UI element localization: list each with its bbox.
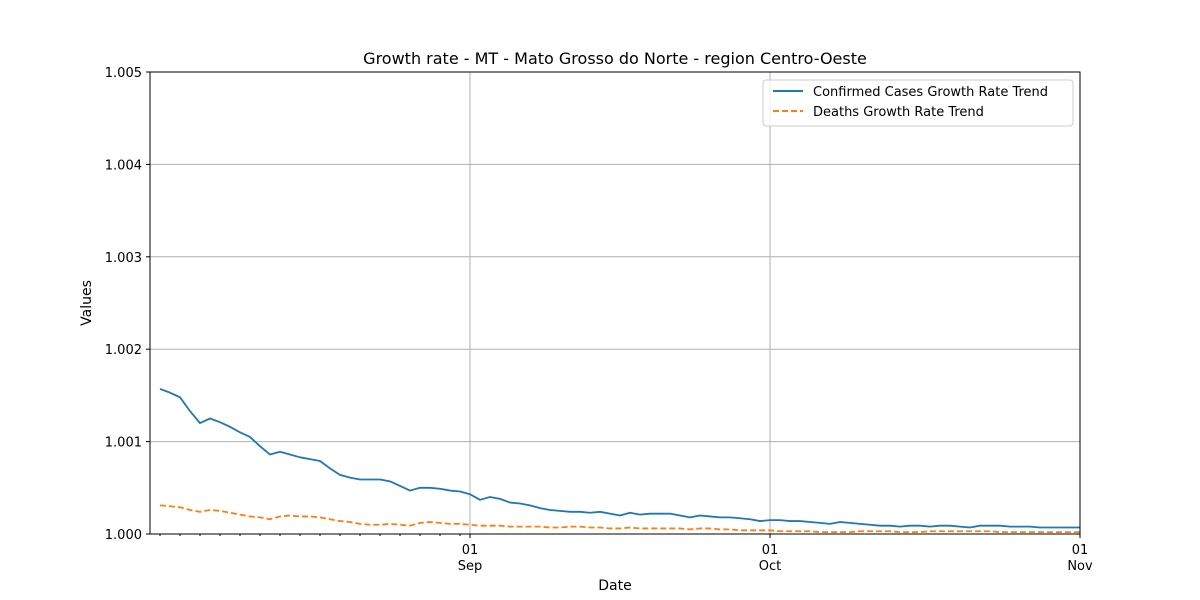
x-tick-label-month: Nov (1067, 559, 1093, 574)
legend-label-deaths: Deaths Growth Rate Trend (813, 105, 984, 120)
y-axis-label: Values (79, 280, 95, 326)
x-axis-label: Date (598, 578, 631, 594)
series-layer (159, 388, 1080, 534)
y-tick-label: 1.004 (105, 158, 142, 173)
series-line-deaths (159, 504, 1080, 534)
x-tick-label-day: 01 (762, 543, 779, 558)
y-axis: 1.000 1.001 1.002 1.003 1.004 1.005 (105, 66, 150, 543)
x-tick-label-month: Sep (458, 559, 483, 574)
legend: Confirmed Cases Growth Rate Trend Deaths… (762, 79, 1074, 127)
y-tick-label: 1.002 (105, 343, 142, 358)
legend-label-confirmed: Confirmed Cases Growth Rate Trend (813, 85, 1048, 100)
plot-frame (149, 71, 1081, 535)
x-tick-label-day: 01 (462, 543, 479, 558)
x-tick-label-day: 01 (1072, 543, 1089, 558)
y-tick-label: 1.001 (105, 436, 142, 451)
y-tick-label: 1.003 (105, 251, 142, 266)
chart-title: Growth rate - MT - Mato Grosso do Norte … (363, 49, 867, 68)
y-tick-label: 1.005 (105, 66, 142, 81)
x-tick-label-month: Oct (759, 559, 781, 574)
series-line-confirmed-cases (159, 388, 1080, 529)
legend-box (762, 79, 1074, 127)
y-tick-label: 1.000 (105, 528, 142, 543)
